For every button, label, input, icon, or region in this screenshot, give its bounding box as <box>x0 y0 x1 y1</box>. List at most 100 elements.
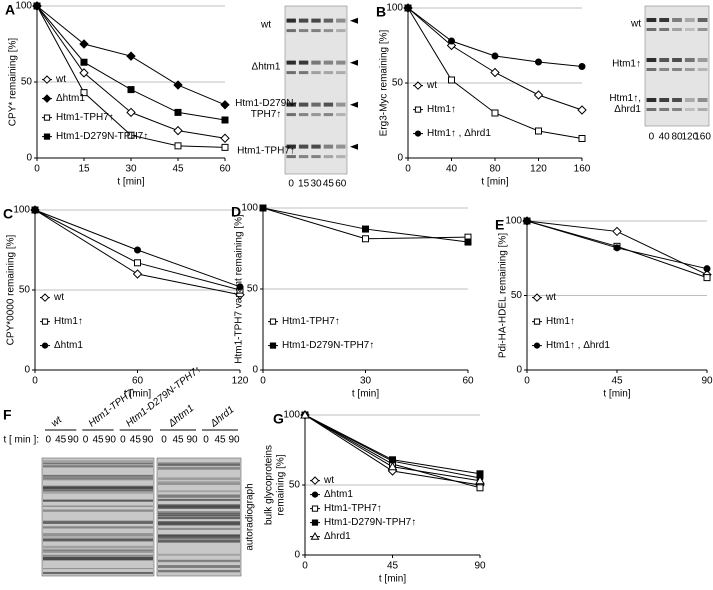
gel-band <box>311 71 321 75</box>
gel-band <box>684 108 695 111</box>
gel-band <box>672 68 682 71</box>
gel-lane-label: 0 <box>288 179 294 190</box>
legend-label: Htm1↑ <box>54 316 83 327</box>
gel-lane-label: 45 <box>92 435 104 446</box>
legend-marker <box>42 94 52 103</box>
gel-group-label: Δhtm1 <box>166 403 196 430</box>
gel-band <box>336 18 346 23</box>
gel <box>644 5 710 127</box>
gel-band <box>684 68 695 71</box>
gel-band <box>684 58 695 62</box>
gel-smear <box>43 557 153 561</box>
gel-band <box>323 144 334 149</box>
gel-smear <box>158 560 240 563</box>
gel-arrowhead <box>350 101 358 108</box>
marker <box>134 259 141 267</box>
marker <box>79 68 89 78</box>
gel-lane-label: 80 <box>671 132 683 143</box>
gel-smear <box>158 565 240 568</box>
gel-band <box>311 113 321 117</box>
gel-band <box>286 29 296 33</box>
gel-smear <box>43 486 153 489</box>
y-tick-label: 100 <box>241 203 258 214</box>
y-tick-label: 0 <box>294 550 300 561</box>
y-tick-label: 50 <box>247 284 259 295</box>
marker <box>578 63 586 70</box>
y-tick-label: 0 <box>24 365 30 376</box>
gel-band <box>298 113 309 117</box>
gel-band <box>672 28 682 31</box>
legend-label: wt <box>323 475 334 486</box>
marker <box>126 107 136 118</box>
gel-band <box>659 28 670 31</box>
gel-smear <box>43 462 153 465</box>
gel-smear <box>43 486 153 490</box>
marker <box>535 127 542 135</box>
gel-lane-label: 160 <box>694 132 711 143</box>
gel-smear <box>43 526 153 529</box>
legend-marker <box>414 130 422 137</box>
gel-band <box>646 58 657 62</box>
gel-band <box>646 18 657 22</box>
y-axis-label: Erg3-Myc remaining [%] <box>379 29 390 136</box>
gel-smear <box>43 460 153 463</box>
y-tick-label: 50 <box>392 78 404 89</box>
gel-band <box>298 71 309 75</box>
y-axis-label: CPY* remaining [%] <box>8 38 19 127</box>
marker <box>448 76 455 84</box>
gel-smear <box>43 509 153 512</box>
gel-lane-label: 40 <box>659 132 671 143</box>
x-axis-label: t [min] <box>379 574 406 585</box>
gel-band <box>697 18 708 22</box>
gel-smear <box>158 466 240 470</box>
x-tick-label: 45 <box>172 164 184 175</box>
gel-band <box>323 113 334 117</box>
y-tick-label: 50 <box>289 480 301 491</box>
gel-band <box>298 102 309 107</box>
legend-marker <box>310 476 320 485</box>
marker <box>173 125 183 136</box>
y-axis-label: remaining [%] <box>276 454 287 515</box>
gel-smear <box>43 474 153 477</box>
gel-smear <box>43 545 153 549</box>
legend-label: wt <box>53 292 64 303</box>
marker <box>362 235 369 243</box>
y-tick-label: 100 <box>15 1 32 12</box>
gel-band <box>336 29 346 33</box>
gel-lane-label: 45 <box>55 435 67 446</box>
legend-marker <box>413 81 423 90</box>
gel-lane-label: 0 <box>45 435 51 446</box>
y-axis-label: Pdi-HA-HDEL remaining [%] <box>498 233 509 358</box>
legend-marker <box>532 293 542 302</box>
marker <box>491 109 499 117</box>
marker <box>535 58 542 66</box>
gel-band <box>286 18 296 23</box>
x-axis-label: t [min] <box>352 389 379 400</box>
legend-label: wt <box>55 74 66 85</box>
panel-label: G <box>273 411 284 427</box>
x-tick-label: 30 <box>360 376 372 387</box>
panel-label: C <box>3 206 13 222</box>
legend-marker <box>310 532 320 540</box>
gel-smear <box>158 482 240 485</box>
gel-smear <box>158 512 240 517</box>
gel-band <box>646 68 657 71</box>
gel-band <box>672 98 682 102</box>
gel-smear <box>158 504 240 508</box>
gel-arrowhead <box>350 143 358 150</box>
gel-band <box>323 29 334 33</box>
panel-label: D <box>231 204 241 220</box>
x-tick-label: 120 <box>232 376 249 387</box>
gel-band <box>659 108 670 111</box>
gel-band <box>336 155 346 159</box>
legend-label: Δhtm1 <box>56 93 85 104</box>
legend-label: Htm1↑ , Δhrd1 <box>427 128 491 139</box>
gel-band <box>286 155 296 159</box>
gel-band <box>311 102 321 107</box>
gel-smear <box>158 522 240 526</box>
legend-label: Htm1-D279N-TPH7↑ <box>324 517 416 528</box>
gel-smear <box>158 490 240 493</box>
gel-row-label: Δhtm1 <box>252 62 281 73</box>
x-tick-label: 80 <box>489 164 501 175</box>
y-tick-label: 100 <box>505 216 522 227</box>
